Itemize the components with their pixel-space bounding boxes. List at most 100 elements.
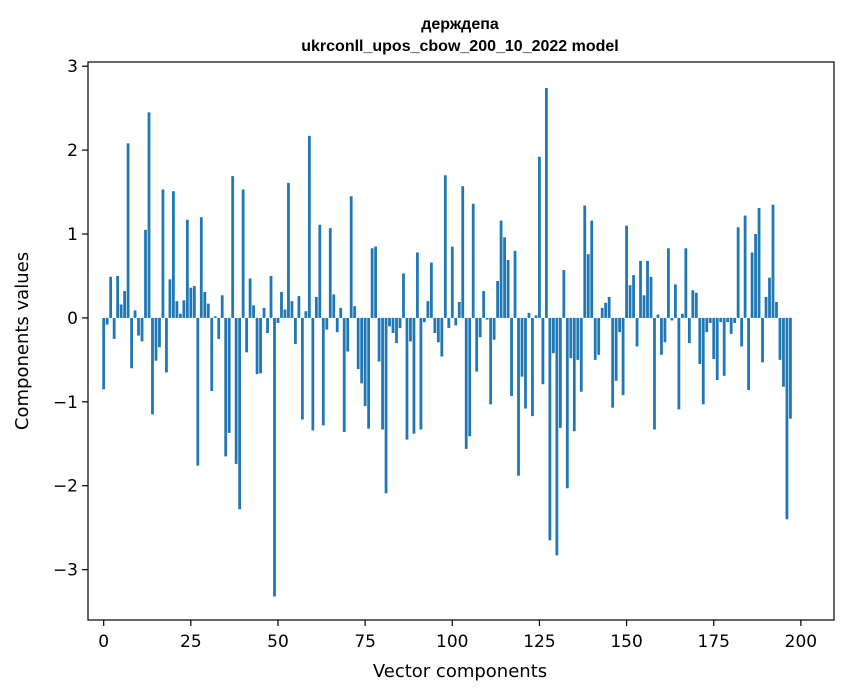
bar-87 — [405, 317, 409, 440]
bar-2 — [109, 276, 113, 318]
bar-57 — [300, 317, 304, 420]
bar-6 — [123, 291, 126, 318]
bar-77 — [370, 248, 374, 318]
bar-35 — [224, 317, 228, 457]
bar-140 — [590, 220, 594, 318]
bar-125 — [538, 156, 541, 318]
plot-area-frame — [87, 61, 835, 621]
bar-177 — [719, 317, 723, 323]
bar-114 — [499, 220, 503, 318]
bar-171 — [698, 317, 702, 365]
bar-137 — [579, 317, 583, 392]
bar-0 — [102, 317, 106, 390]
bar-166 — [680, 313, 684, 318]
bar-69 — [342, 317, 346, 433]
bar-76 — [367, 317, 371, 429]
bar-168 — [687, 317, 691, 344]
bar-41 — [245, 317, 249, 353]
bar-89 — [412, 317, 416, 434]
bar-93 — [426, 301, 430, 318]
bar-32 — [213, 316, 217, 318]
bar-183 — [740, 317, 744, 347]
bar-62 — [318, 224, 322, 318]
bar-142 — [597, 317, 601, 355]
bar-127 — [545, 88, 548, 318]
bar-115 — [503, 237, 506, 318]
bar-121 — [524, 317, 527, 409]
x-tick-label: 200 — [785, 632, 817, 652]
bar-14 — [151, 317, 154, 415]
bar-96 — [436, 317, 440, 343]
bar-4 — [116, 275, 120, 318]
bar-19 — [168, 279, 172, 318]
bar-116 — [506, 260, 510, 318]
bar-12 — [144, 229, 147, 318]
bar-45 — [259, 317, 262, 374]
bar-40 — [241, 189, 245, 318]
y-tick-label: 3 — [67, 57, 78, 77]
bar-18 — [165, 317, 168, 373]
y-tick-label: −2 — [53, 477, 78, 497]
bar-150 — [625, 225, 628, 318]
bar-72 — [353, 306, 357, 318]
bar-136 — [576, 317, 580, 360]
bar-105 — [468, 317, 472, 437]
bar-21 — [175, 301, 179, 318]
x-tick-label: 0 — [98, 632, 109, 652]
bar-170 — [694, 292, 698, 318]
bar-135 — [572, 317, 576, 432]
bar-23 — [182, 300, 186, 318]
bar-162 — [667, 248, 670, 318]
bar-156 — [646, 260, 649, 318]
bar-27 — [196, 317, 200, 466]
bar-29 — [203, 291, 207, 318]
bar-70 — [346, 317, 350, 352]
bar-149 — [621, 317, 625, 396]
bar-159 — [656, 314, 660, 318]
bar-79 — [377, 317, 381, 362]
bar-155 — [642, 295, 646, 318]
bar-85 — [398, 317, 402, 328]
bar-5 — [119, 304, 123, 318]
bar-53 — [287, 182, 290, 318]
y-tick-label: 1 — [67, 225, 78, 245]
bar-187 — [754, 234, 757, 318]
bar-132 — [562, 270, 566, 318]
bar-180 — [729, 317, 733, 334]
bar-112 — [492, 317, 496, 340]
bar-43 — [252, 305, 255, 318]
bar-68 — [339, 307, 343, 318]
bar-54 — [290, 301, 294, 318]
bar-158 — [653, 317, 656, 430]
bar-39 — [238, 317, 242, 510]
y-tick-label: −3 — [53, 561, 78, 581]
bar-92 — [423, 317, 426, 323]
bar-106 — [471, 203, 475, 318]
y-tick-label: 0 — [67, 309, 78, 329]
bar-33 — [217, 317, 221, 339]
bar-145 — [607, 296, 611, 318]
bar-189 — [761, 317, 764, 363]
bar-82 — [388, 317, 391, 327]
bar-20 — [172, 191, 175, 318]
bar-141 — [593, 317, 597, 360]
bar-147 — [614, 317, 618, 381]
bar-131 — [558, 317, 562, 428]
bar-101 — [454, 317, 458, 326]
bar-192 — [771, 204, 775, 318]
bar-129 — [551, 317, 555, 354]
bar-80 — [381, 317, 384, 430]
bar-190 — [764, 296, 768, 318]
bar-126 — [541, 317, 545, 385]
bar-17 — [161, 189, 165, 318]
bar-191 — [768, 277, 771, 318]
bar-100 — [450, 246, 454, 318]
bar-74 — [360, 317, 364, 384]
bar-157 — [649, 276, 653, 318]
bar-7 — [126, 143, 130, 318]
bar-81 — [384, 317, 388, 494]
bar-139 — [586, 254, 590, 318]
bar-75 — [363, 317, 367, 407]
bar-120 — [520, 317, 524, 377]
bar-197 — [789, 317, 792, 419]
